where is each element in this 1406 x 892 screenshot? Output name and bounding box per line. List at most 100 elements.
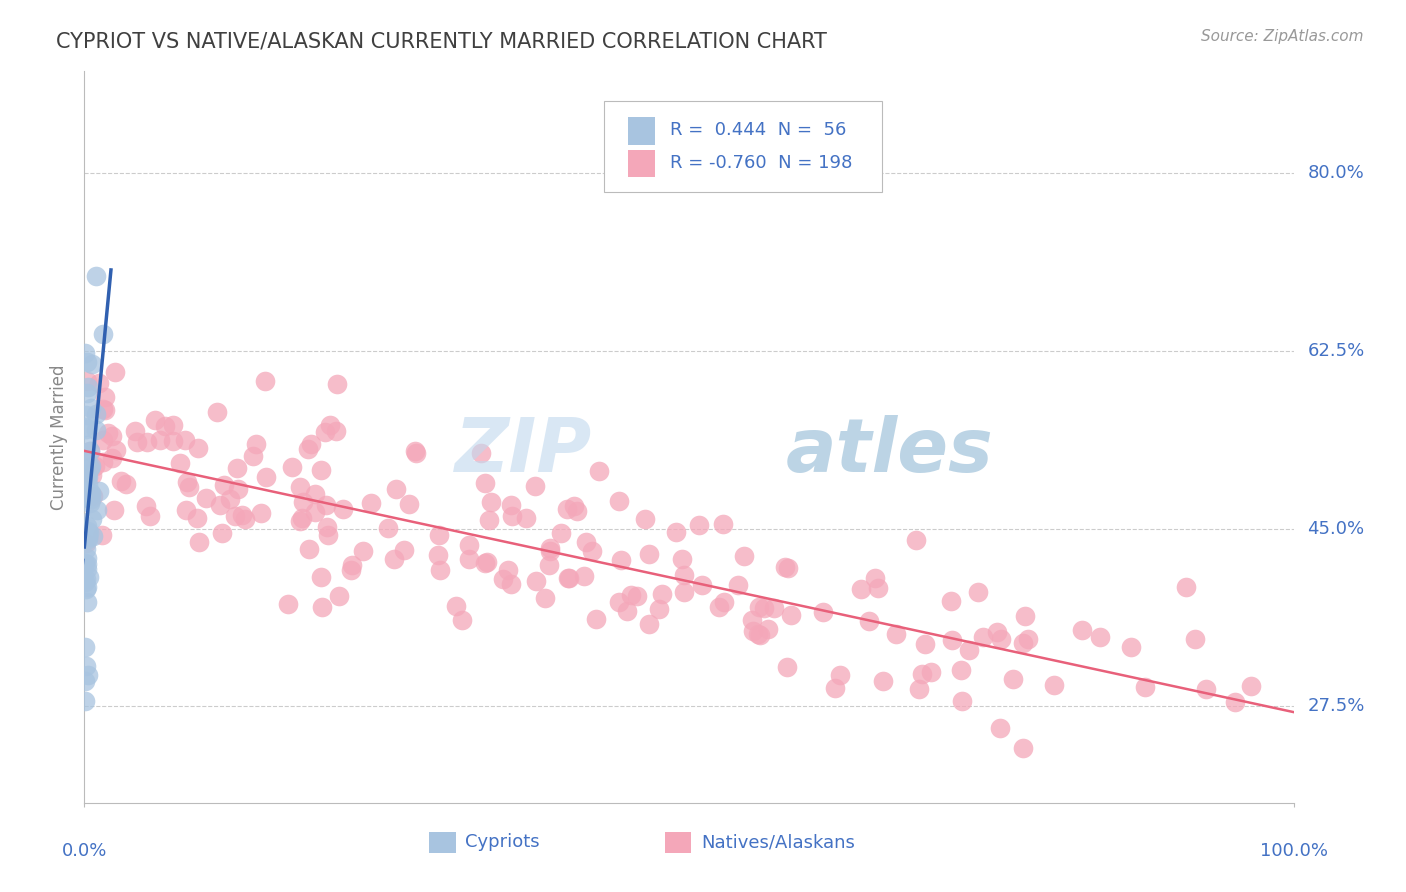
- Point: [75, 470, 97, 484]
- Point: [742, 624, 765, 638]
- Point: [76, 524, 98, 539]
- Point: [1225, 695, 1247, 709]
- Point: [863, 571, 886, 585]
- Point: [76, 491, 98, 505]
- Point: [83, 458, 105, 473]
- Point: [941, 632, 963, 647]
- Point: [91, 326, 114, 341]
- Text: atles: atles: [786, 415, 994, 488]
- Point: [651, 587, 673, 601]
- Point: [76, 438, 98, 452]
- Text: R =  0.444  N =  56: R = 0.444 N = 56: [669, 121, 846, 139]
- Point: [427, 527, 450, 541]
- Text: ZIP: ZIP: [456, 415, 592, 488]
- Point: [79, 443, 101, 458]
- Point: [665, 525, 688, 540]
- Point: [515, 511, 537, 525]
- Point: [304, 505, 326, 519]
- Point: [94, 402, 117, 417]
- Point: [277, 597, 299, 611]
- Point: [868, 581, 890, 595]
- Point: [905, 533, 928, 547]
- Point: [311, 600, 333, 615]
- Point: [638, 547, 661, 561]
- Point: [474, 556, 496, 570]
- Point: [967, 585, 990, 599]
- Point: [79, 458, 101, 473]
- Text: 27.5%: 27.5%: [1308, 698, 1365, 715]
- Point: [1240, 679, 1263, 693]
- Point: [80, 511, 103, 525]
- Point: [1017, 632, 1039, 646]
- Point: [77, 532, 100, 546]
- Point: [75, 535, 97, 549]
- Point: [1184, 632, 1206, 646]
- Point: [1011, 741, 1033, 756]
- Point: [228, 482, 250, 496]
- Point: [280, 459, 302, 474]
- Point: [920, 665, 942, 679]
- Point: [537, 558, 560, 572]
- Point: [828, 668, 851, 682]
- Point: [101, 429, 124, 443]
- Text: CYPRIOT VS NATIVE/ALASKAN CURRENTLY MARRIED CORRELATION CHART: CYPRIOT VS NATIVE/ALASKAN CURRENTLY MARR…: [56, 31, 827, 51]
- Point: [492, 572, 515, 586]
- Point: [496, 564, 519, 578]
- Point: [824, 681, 846, 695]
- Point: [219, 492, 242, 507]
- Point: [1135, 680, 1157, 694]
- Point: [813, 605, 835, 619]
- Point: [76, 580, 98, 594]
- Point: [311, 463, 333, 477]
- Point: [77, 486, 100, 500]
- Point: [314, 425, 336, 439]
- Point: [135, 499, 157, 513]
- Point: [208, 498, 231, 512]
- Point: [75, 422, 97, 436]
- Point: [77, 526, 100, 541]
- Point: [607, 494, 630, 508]
- Point: [298, 541, 321, 556]
- Point: [82, 489, 104, 503]
- Point: [558, 571, 581, 585]
- Point: [610, 553, 633, 567]
- Point: [77, 570, 100, 584]
- Text: Natives/Alaskans: Natives/Alaskans: [702, 833, 855, 851]
- Point: [211, 526, 233, 541]
- Text: R = -0.760  N = 198: R = -0.760 N = 198: [669, 153, 852, 172]
- Point: [82, 529, 104, 543]
- Point: [288, 514, 311, 528]
- Point: [382, 551, 405, 566]
- FancyBboxPatch shape: [605, 101, 883, 192]
- Point: [585, 611, 607, 625]
- Point: [990, 632, 1012, 646]
- Point: [79, 487, 101, 501]
- Point: [212, 478, 235, 492]
- Point: [588, 464, 610, 478]
- Point: [780, 608, 803, 623]
- Point: [648, 601, 671, 615]
- FancyBboxPatch shape: [429, 832, 456, 853]
- Point: [75, 409, 97, 423]
- Point: [104, 365, 127, 379]
- Point: [501, 577, 523, 591]
- Point: [76, 354, 98, 368]
- Point: [169, 456, 191, 470]
- Point: [155, 418, 177, 433]
- Point: [231, 508, 253, 523]
- Point: [1174, 580, 1197, 594]
- Point: [179, 480, 201, 494]
- Point: [91, 402, 114, 417]
- Point: [950, 694, 973, 708]
- Point: [474, 476, 496, 491]
- Point: [73, 524, 96, 539]
- Point: [858, 614, 880, 628]
- Point: [80, 486, 103, 500]
- Point: [711, 516, 734, 531]
- Point: [87, 376, 110, 390]
- Point: [205, 405, 228, 419]
- Point: [534, 591, 557, 606]
- Point: [76, 488, 98, 502]
- Point: [75, 582, 97, 596]
- Point: [73, 574, 96, 589]
